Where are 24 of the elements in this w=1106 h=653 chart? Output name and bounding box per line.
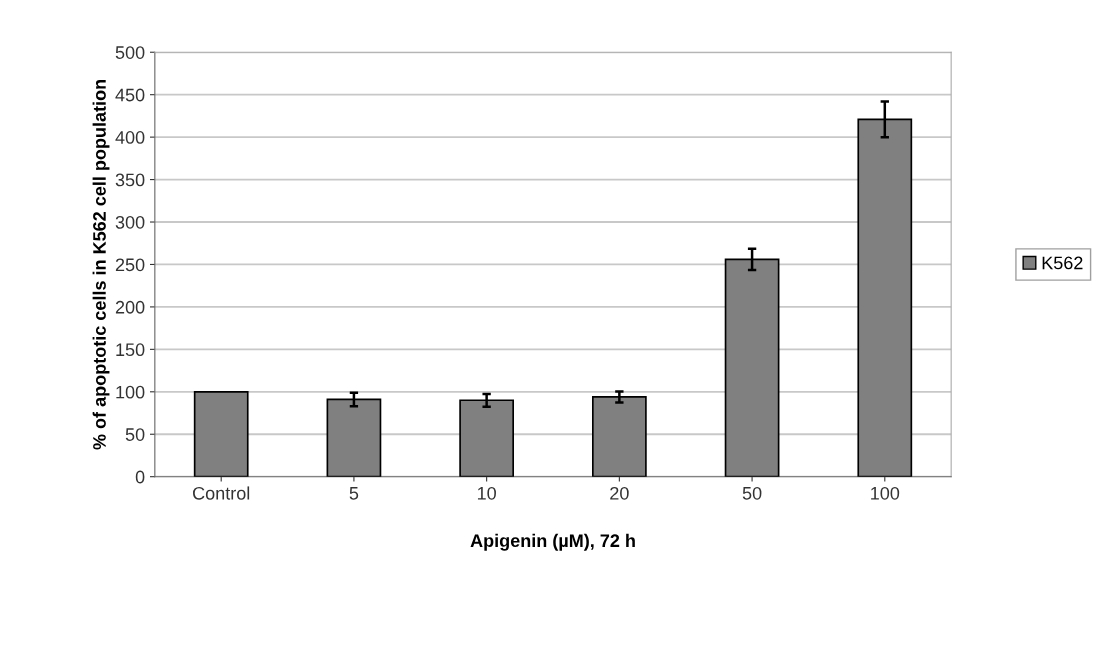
y-tick-label: 350 (115, 173, 145, 187)
x-axis-title: Apigenin (µM), 72 h (470, 533, 635, 551)
y-tick-label: 250 (115, 258, 145, 272)
y-tick-label: 0 (135, 470, 145, 484)
y-tick-label: 400 (115, 131, 145, 144)
y-tick-label: 200 (115, 300, 145, 314)
y-tick-label: 150 (116, 343, 145, 357)
bar (591, 396, 647, 477)
x-tick-label: 10 (477, 486, 496, 500)
x-tick-label: Control (193, 486, 250, 500)
x-tick-label: 50 (742, 486, 762, 500)
x-tick-label: 5 (349, 487, 359, 500)
x-tick-label: 100 (871, 486, 900, 500)
y-tick-label: 50 (125, 428, 145, 441)
bar (193, 390, 249, 477)
y-axis-title: % of apoptotic cells in K562 cell population (92, 79, 110, 450)
bar (326, 398, 382, 477)
legend-label: K562 (1042, 256, 1083, 270)
bar (459, 399, 515, 477)
y-tick-label: 100 (116, 385, 145, 399)
y-tick-label: 300 (115, 215, 145, 229)
x-tick-label: 20 (610, 486, 629, 500)
y-tick-label: 500 (115, 46, 145, 59)
y-tick-label: 450 (115, 88, 145, 102)
